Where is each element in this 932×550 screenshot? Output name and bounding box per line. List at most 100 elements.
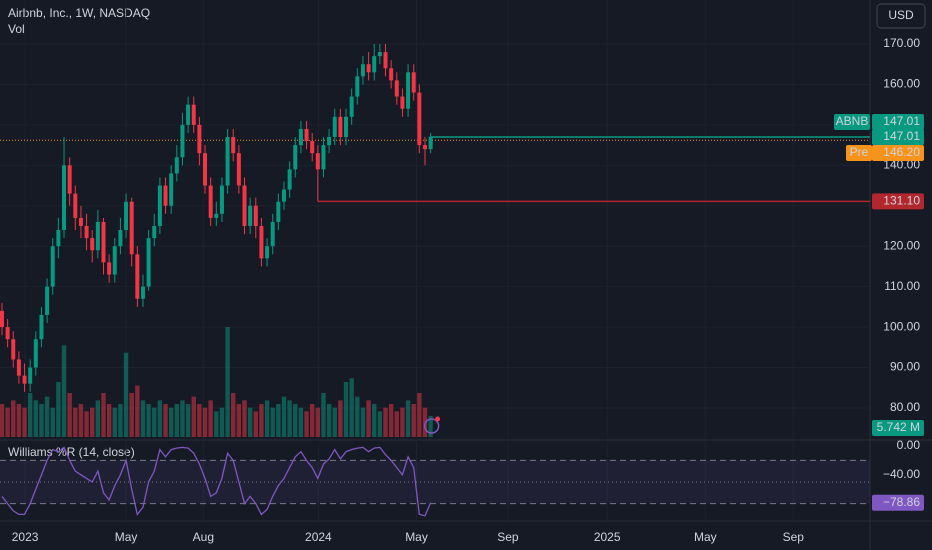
- volume-bar: [112, 407, 117, 437]
- candle-body: [219, 185, 224, 214]
- candle-body: [281, 189, 286, 202]
- currency[interactable]: USD: [888, 8, 914, 22]
- event-icon: [423, 418, 440, 434]
- volume-bar: [343, 382, 349, 437]
- candle-body: [208, 185, 213, 218]
- candle-body: [422, 145, 427, 150]
- volume-bar: [411, 404, 416, 437]
- x-tick-label: 2023: [12, 530, 39, 544]
- williams-last-label: −78.86: [883, 495, 920, 509]
- low-line-label: 131.10: [883, 193, 920, 207]
- volume-bar: [214, 411, 219, 437]
- volume-bar: [236, 404, 242, 437]
- currency-button[interactable]: [876, 3, 926, 29]
- volume-bar: [264, 400, 270, 437]
- volume-label: Vol: [8, 22, 25, 36]
- y-tick-label: 110.00: [884, 279, 920, 293]
- candle-body: [11, 339, 16, 360]
- candle-body: [321, 145, 326, 170]
- premarket-label-box: [872, 144, 924, 161]
- volume-bar: [332, 407, 337, 437]
- candle-body: [293, 145, 298, 170]
- volume-bar: [400, 407, 405, 437]
- volume-bar: [321, 393, 326, 437]
- volume-bar: [315, 407, 321, 437]
- last-price-label-2: 147.01: [883, 129, 920, 143]
- candle-body: [259, 225, 264, 259]
- x-tick-label: Sep: [783, 530, 805, 544]
- volume-bar: [377, 411, 383, 437]
- volume-bar: [208, 400, 213, 437]
- volume-bar: [39, 404, 44, 437]
- y-tick-label: 120.00: [883, 238, 920, 252]
- y-tick-label: 80.00: [890, 400, 920, 414]
- candle-body: [253, 205, 258, 226]
- candle-body: [276, 201, 281, 222]
- x-tick-label: 2024: [305, 530, 332, 544]
- candle-body: [107, 262, 112, 275]
- y-tick-label: 140.00: [883, 157, 920, 171]
- volume-bar: [11, 400, 16, 437]
- candle-body: [124, 201, 129, 231]
- volume-bar: [152, 407, 157, 437]
- premarket-label: 146.20: [883, 145, 920, 159]
- candle-body: [248, 205, 253, 226]
- volume-bar: [135, 385, 140, 437]
- volume-bar: [22, 407, 27, 437]
- y-tick-label: 90.00: [890, 360, 920, 374]
- candle-body: [231, 137, 236, 154]
- event-dot: [435, 416, 441, 422]
- volume-bar: [0, 404, 5, 437]
- candle-body: [270, 221, 275, 247]
- candle-body: [157, 185, 162, 226]
- volume-bar: [383, 407, 388, 437]
- volume-bar: [123, 352, 129, 437]
- volume-bar: [231, 393, 236, 437]
- candle-body: [377, 52, 382, 57]
- candle-body: [287, 169, 292, 190]
- volume-bar: [118, 404, 123, 437]
- pre-box: [846, 144, 872, 161]
- low-line-label-box: [872, 193, 924, 210]
- volume-bar: [259, 404, 264, 437]
- candle-body: [180, 124, 185, 158]
- x-tick-label: Sep: [497, 530, 519, 544]
- volume-bar: [360, 407, 366, 437]
- candle-body: [78, 217, 83, 226]
- volume-last-label-box: [872, 420, 924, 436]
- volume-bar: [281, 396, 287, 437]
- volume-bar: [247, 407, 253, 437]
- candle-body: [338, 116, 343, 138]
- candle-body: [22, 375, 27, 384]
- y-tick-label: 170.00: [883, 36, 920, 50]
- volume-bar: [219, 407, 225, 437]
- volume-bar: [16, 404, 22, 437]
- x-tick-label: Aug: [193, 530, 214, 544]
- candle-body: [56, 230, 61, 247]
- last-price-label-2-box: [872, 128, 924, 145]
- volume-bar: [50, 407, 55, 437]
- volume-bar: [44, 396, 50, 437]
- volume-bar: [84, 411, 89, 437]
- indicator-label: Williams %R (14, close): [8, 445, 135, 459]
- volume-bar: [101, 393, 106, 437]
- volume-bar: [163, 404, 168, 437]
- volume-bar: [185, 404, 191, 437]
- candle-body: [169, 173, 174, 206]
- last-price-label-box: [872, 113, 924, 130]
- volume-bar: [242, 400, 247, 437]
- volume-bar: [309, 404, 315, 437]
- volume-bar: [33, 400, 39, 437]
- volume-bar: [338, 400, 343, 437]
- candle-body: [33, 339, 38, 368]
- candle-body: [67, 165, 72, 194]
- x-tick-label: May: [694, 530, 717, 544]
- volume-bar: [394, 411, 399, 437]
- candle-body: [332, 116, 337, 138]
- candle-body: [16, 359, 21, 376]
- volume-bar: [168, 407, 174, 437]
- candle-body: [203, 153, 208, 186]
- volume-bar: [253, 411, 258, 437]
- candle-body: [214, 213, 219, 218]
